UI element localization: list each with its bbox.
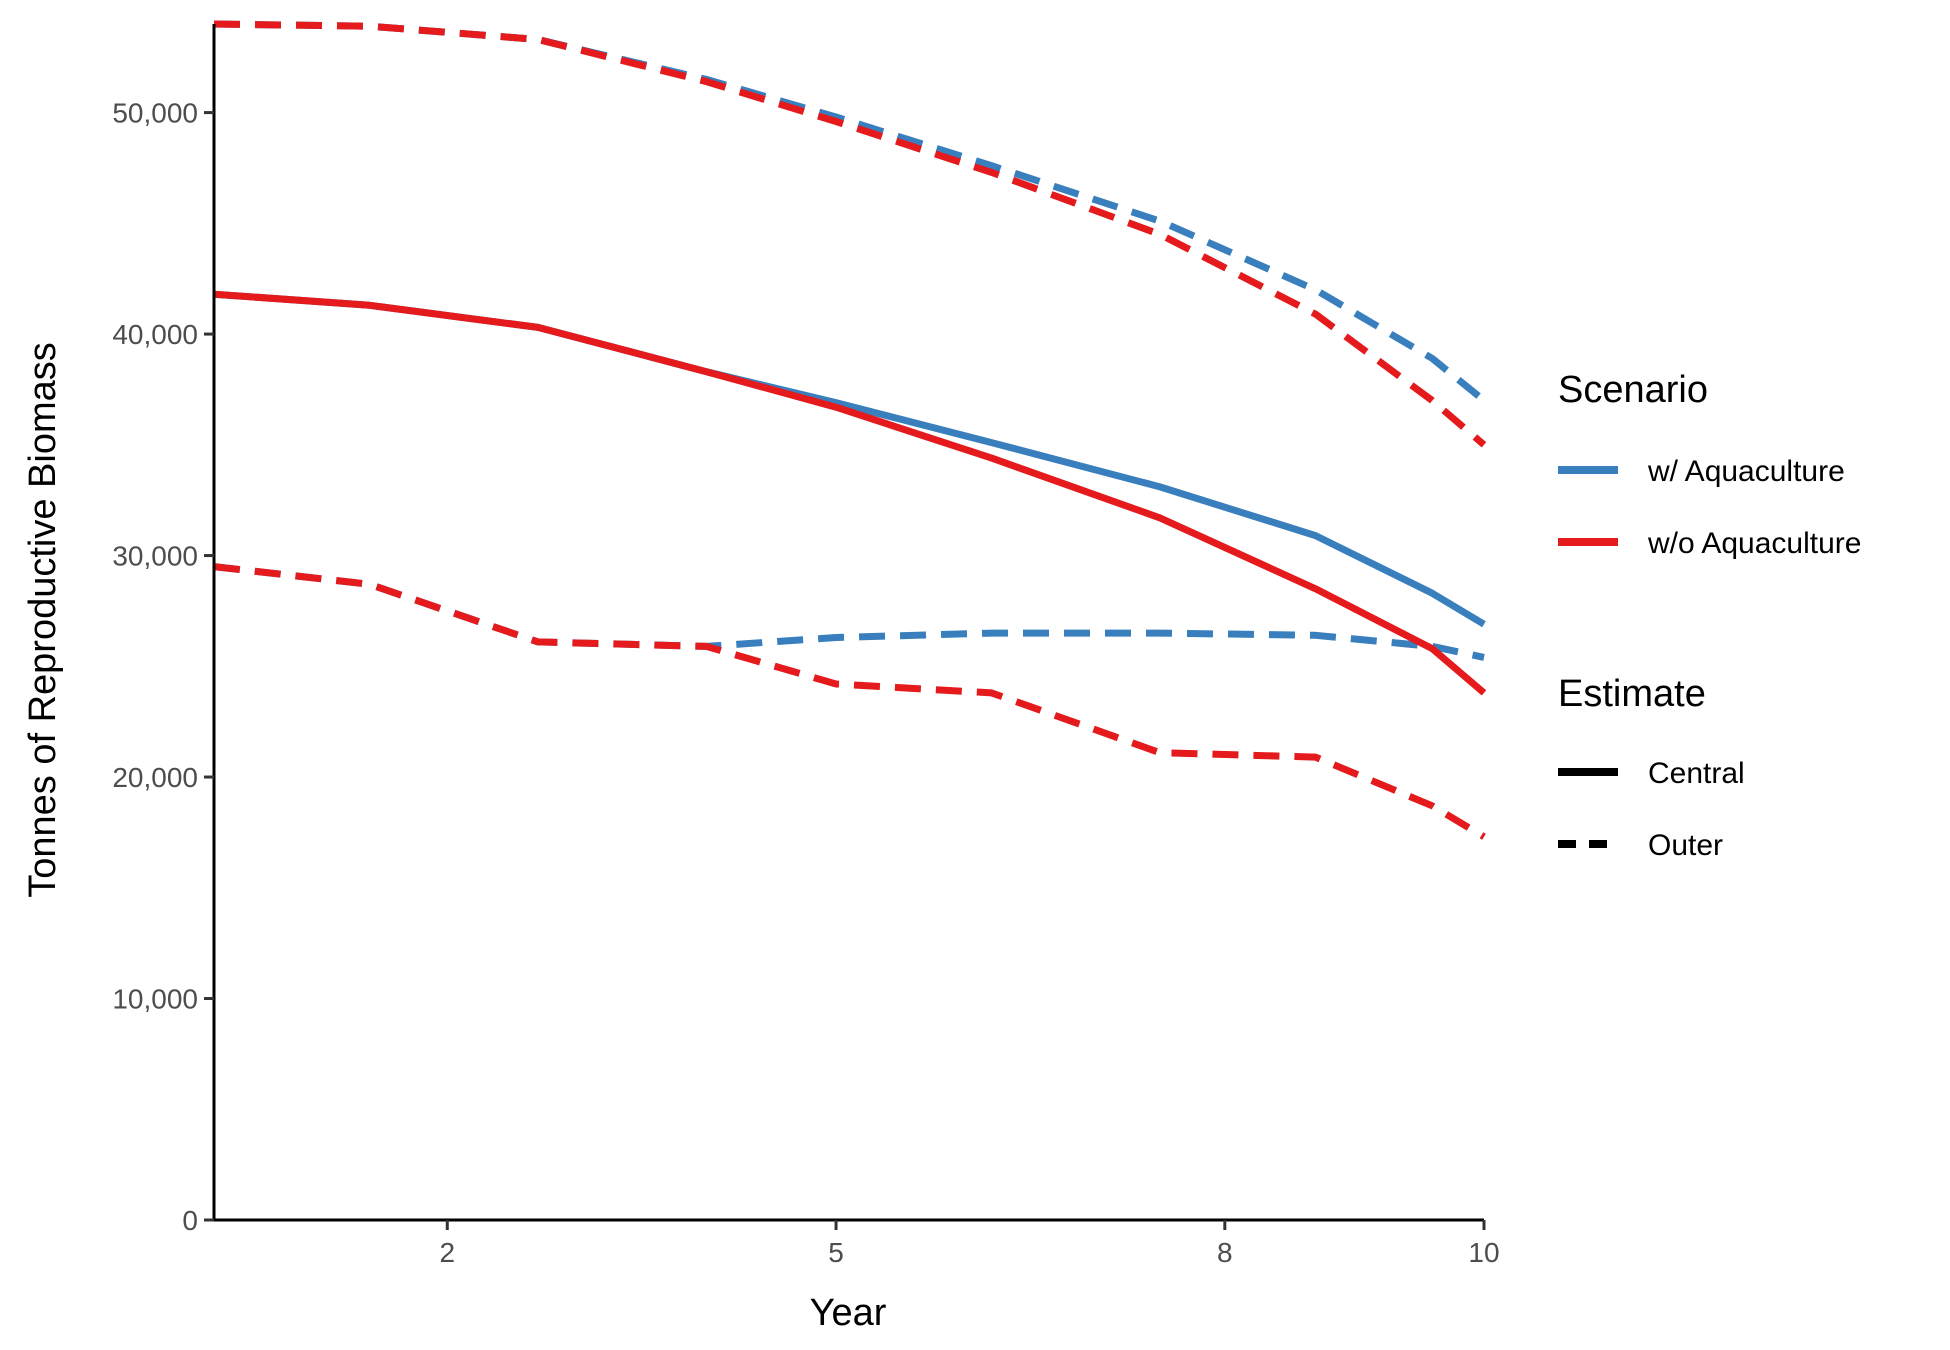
y-tick-label: 50,000 (112, 98, 198, 129)
y-tick-label: 0 (182, 1205, 198, 1236)
x-tick-label: 10 (1468, 1237, 1499, 1268)
y-tick-label: 30,000 (112, 541, 198, 572)
series-line-w-o-aquaculture-outer-4 (213, 20, 1487, 448)
series-line-w-o-aquaculture-outer-5 (213, 563, 1486, 840)
axes: 0 10,000 20,000 30,000 40,000 50,000 2 5 8 10 (112, 24, 1500, 1268)
y-tick-label: 20,000 (112, 762, 198, 793)
x-tick-label: 5 (828, 1237, 844, 1268)
x-tick-label: 8 (1217, 1237, 1233, 1268)
series-line-w-aquaculture-central-0 (213, 290, 1486, 628)
legend-label: Central (1648, 757, 1745, 790)
x-tick-label: 2 (439, 1237, 455, 1268)
legend-label: w/o Aquaculture (1647, 527, 1861, 560)
x-axis-title: Year (810, 1292, 887, 1334)
y-tick-label: 40,000 (112, 319, 198, 350)
legend: Scenario w/ Aquaculture w/o Aquaculture Est… (1558, 369, 1861, 862)
series-line-w-o-aquaculture-central-3 (213, 290, 1487, 696)
legend-title: Scenario (1558, 369, 1708, 411)
y-tick-label: 10,000 (112, 984, 198, 1015)
legend-title: Estimate (1558, 673, 1706, 715)
series-line-w-aquaculture-outer-1 (213, 20, 1487, 404)
legend-label: Outer (1648, 829, 1723, 862)
y-axis-title: Tonnes of Reproductive Biomass (22, 342, 64, 898)
plot-lines (213, 20, 1487, 840)
series-line-w-aquaculture-outer-2 (213, 563, 1485, 661)
legend-label: w/ Aquaculture (1647, 455, 1845, 488)
